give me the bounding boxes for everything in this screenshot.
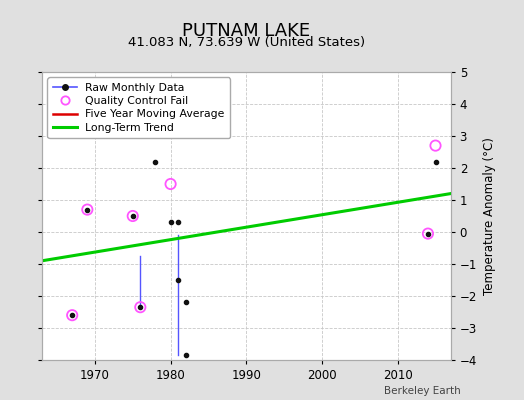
Point [128,213,137,219]
Text: PUTNAM LAKE: PUTNAM LAKE [182,22,310,40]
Y-axis label: Temperature Anomaly (°C): Temperature Anomaly (°C) [483,137,496,295]
Point [167,181,175,187]
Point [424,230,432,237]
Point [431,142,440,149]
Point [68,312,77,318]
Legend: Raw Monthly Data, Quality Control Fail, Five Year Moving Average, Long-Term Tren: Raw Monthly Data, Quality Control Fail, … [47,78,230,138]
Point [83,206,92,213]
Point [136,304,145,310]
Text: 41.083 N, 73.639 W (United States): 41.083 N, 73.639 W (United States) [128,36,365,49]
Text: Berkeley Earth: Berkeley Earth [385,386,461,396]
